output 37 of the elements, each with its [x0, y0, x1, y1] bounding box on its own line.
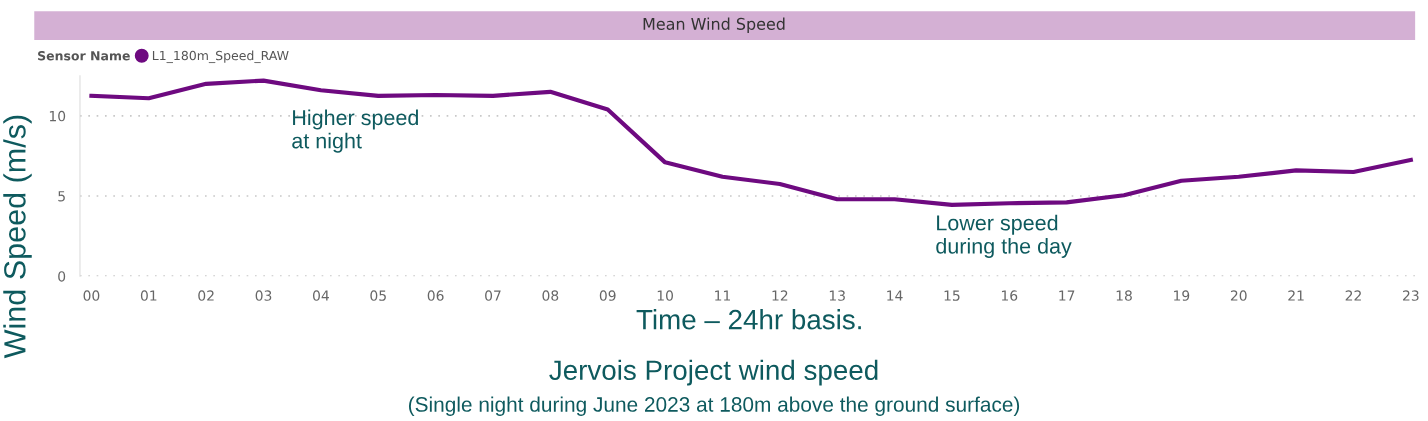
x-tick-label: 13 — [829, 290, 845, 301]
y-axis-title: Wind Speed (m/s) — [3, 115, 32, 359]
x-tick-label: 10 — [657, 290, 673, 301]
x-tick-label: 19 — [1174, 290, 1190, 301]
x-tick-label: 16 — [1001, 290, 1018, 301]
x-tick-label: 04 — [312, 290, 329, 301]
y-tick-label: 5 — [58, 191, 65, 202]
annotation: Higher speed at night — [292, 109, 418, 153]
x-tick-label: 14 — [887, 290, 903, 301]
x-tick-label: 23 — [1403, 290, 1419, 301]
x-tick-label: 21 — [1288, 290, 1304, 301]
x-tick-label: 12 — [772, 290, 788, 301]
x-tick-label: 18 — [1116, 290, 1132, 301]
legend-label: L1_180m_Speed_RAW — [152, 50, 289, 64]
text: (Single night during June 2023 at 180m above the ground surface) — [408, 396, 1020, 416]
line-series — [89, 78, 1413, 207]
x-axis-title: Time – 24hr basis. — [636, 309, 861, 330]
x-tick-label: 02 — [198, 290, 214, 301]
x-tick-label: 09 — [599, 290, 616, 301]
y-tick-label: 0 — [58, 271, 66, 282]
text: Jervois Project wind speed — [549, 359, 878, 386]
annotation: Lower speed during the day — [936, 214, 1072, 258]
x-tick-label: 07 — [485, 290, 501, 301]
x-tick-label: 22 — [1345, 290, 1361, 301]
x-tick-label: 17 — [1059, 290, 1075, 301]
x-tick-label: 11 — [715, 290, 731, 301]
x-tick-label: 05 — [370, 290, 386, 301]
chart-title: Mean Wind Speed — [643, 17, 785, 33]
x-tick-label: 03 — [255, 290, 272, 301]
x-tick-label: 06 — [427, 290, 444, 301]
legend-title: Sensor Name — [38, 51, 130, 61]
x-tick-label: 08 — [542, 290, 559, 301]
x-tick-label: 00 — [83, 290, 100, 301]
x-tick-label: 15 — [944, 290, 960, 301]
x-tick-label: 20 — [1230, 290, 1247, 301]
y-tick-label: 10 — [49, 110, 66, 122]
x-tick-label: 01 — [140, 290, 157, 301]
